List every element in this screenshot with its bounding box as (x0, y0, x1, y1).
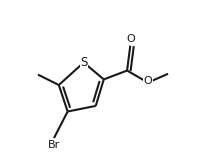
Text: S: S (80, 56, 87, 69)
Text: Br: Br (48, 140, 60, 150)
Text: O: O (144, 76, 152, 86)
Text: O: O (126, 34, 135, 44)
